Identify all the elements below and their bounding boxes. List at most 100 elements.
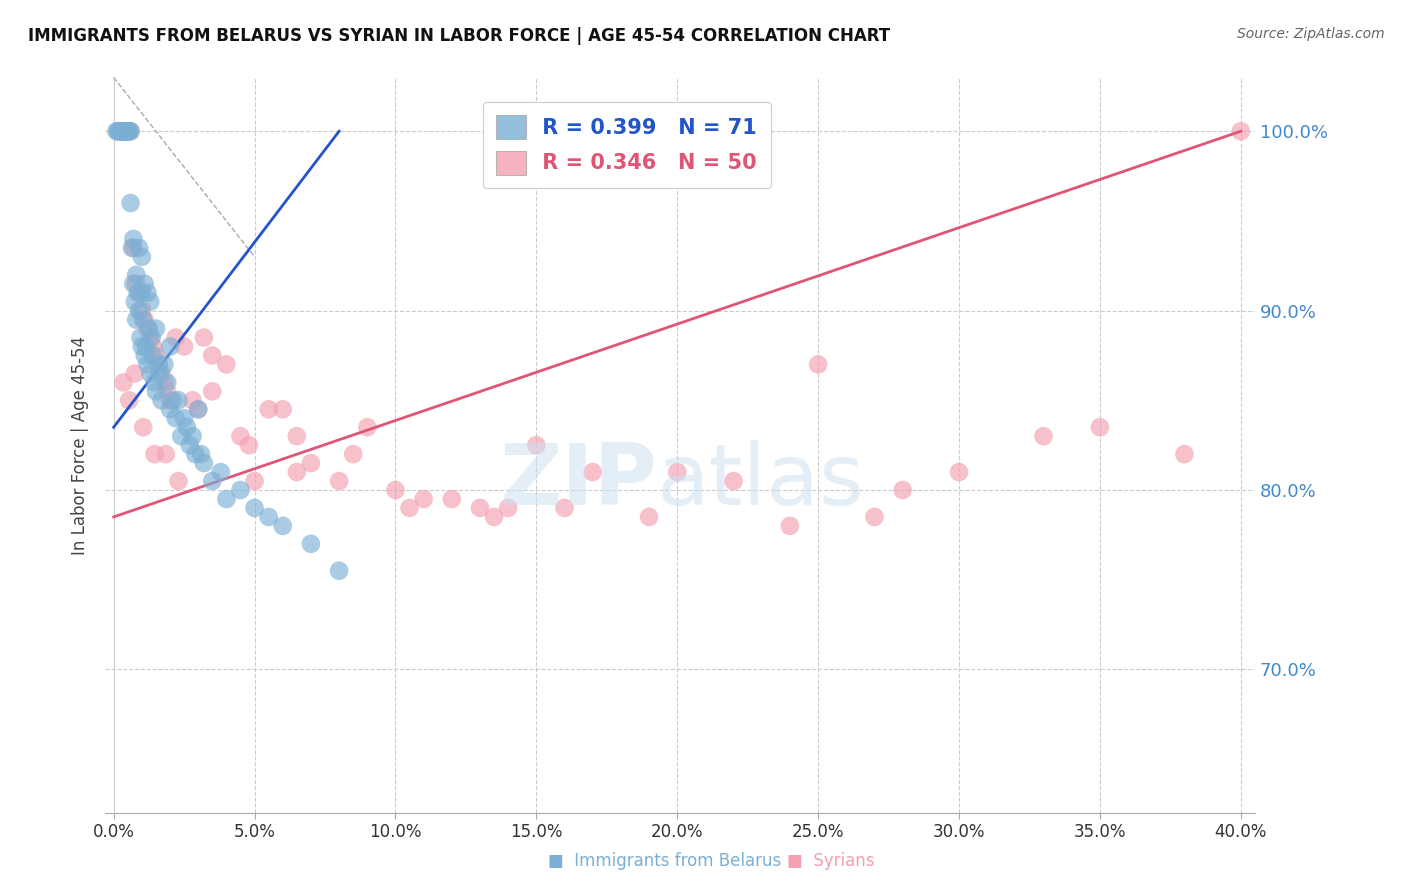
Text: IMMIGRANTS FROM BELARUS VS SYRIAN IN LABOR FORCE | AGE 45-54 CORRELATION CHART: IMMIGRANTS FROM BELARUS VS SYRIAN IN LAB… — [28, 27, 890, 45]
Immigrants from Belarus — [299, 537, 322, 551]
Immigrants from Belarus — [128, 303, 150, 318]
Immigrants from Belarus — [167, 393, 190, 408]
Syrians — [356, 420, 378, 434]
Immigrants from Belarus — [111, 124, 134, 138]
Immigrants from Belarus — [131, 250, 153, 264]
Immigrants from Belarus — [148, 358, 170, 372]
Immigrants from Belarus — [201, 474, 224, 488]
Immigrants from Belarus — [181, 429, 204, 443]
Syrians — [948, 465, 970, 479]
Syrians — [807, 358, 830, 372]
Syrians — [150, 367, 173, 381]
Immigrants from Belarus — [215, 491, 238, 506]
Syrians — [108, 124, 131, 138]
Syrians — [496, 500, 519, 515]
Immigrants from Belarus — [127, 285, 149, 300]
Syrians — [118, 393, 141, 408]
Syrians — [111, 124, 134, 138]
Immigrants from Belarus — [121, 241, 143, 255]
Immigrants from Belarus — [129, 330, 152, 344]
Syrians — [285, 465, 308, 479]
Immigrants from Belarus — [162, 393, 184, 408]
Syrians — [155, 447, 177, 461]
Immigrants from Belarus — [165, 411, 187, 425]
Syrians — [136, 321, 159, 335]
Text: atlas: atlas — [657, 441, 865, 524]
Syrians — [863, 510, 886, 524]
Immigrants from Belarus — [170, 429, 193, 443]
Immigrants from Belarus — [179, 438, 201, 452]
Syrians — [128, 285, 150, 300]
Immigrants from Belarus — [141, 330, 163, 344]
Syrians — [112, 376, 135, 390]
Immigrants from Belarus — [149, 367, 172, 381]
Text: Source: ZipAtlas.com: Source: ZipAtlas.com — [1237, 27, 1385, 41]
Syrians — [482, 510, 505, 524]
Syrians — [666, 465, 689, 479]
Immigrants from Belarus — [110, 124, 132, 138]
Syrians — [524, 438, 547, 452]
Immigrants from Belarus — [328, 564, 350, 578]
Immigrants from Belarus — [176, 420, 198, 434]
Syrians — [145, 349, 167, 363]
Syrians — [173, 339, 195, 353]
Immigrants from Belarus — [229, 483, 252, 497]
Syrians — [1032, 429, 1054, 443]
Syrians — [131, 303, 153, 318]
Syrians — [134, 312, 156, 326]
Text: ZIP: ZIP — [499, 441, 657, 524]
Syrians — [142, 339, 165, 353]
Legend:  R = 0.399   N = 71,  R = 0.346   N = 50: R = 0.399 N = 71, R = 0.346 N = 50 — [482, 102, 770, 188]
Syrians — [124, 367, 146, 381]
Immigrants from Belarus — [115, 124, 138, 138]
Syrians — [159, 393, 181, 408]
Immigrants from Belarus — [105, 124, 128, 138]
Immigrants from Belarus — [142, 349, 165, 363]
Syrians — [342, 447, 364, 461]
Immigrants from Belarus — [118, 124, 141, 138]
Syrians — [891, 483, 914, 497]
Immigrants from Belarus — [184, 447, 207, 461]
Immigrants from Belarus — [124, 294, 146, 309]
Syrians — [120, 124, 142, 138]
Immigrants from Belarus — [114, 124, 136, 138]
Syrians — [117, 124, 139, 138]
Syrians — [257, 402, 280, 417]
Syrians — [328, 474, 350, 488]
Immigrants from Belarus — [187, 402, 209, 417]
Immigrants from Belarus — [159, 402, 181, 417]
Syrians — [125, 277, 148, 291]
Syrians — [148, 358, 170, 372]
Immigrants from Belarus — [132, 312, 155, 326]
Immigrants from Belarus — [111, 124, 134, 138]
Syrians — [1173, 447, 1195, 461]
Immigrants from Belarus — [138, 321, 160, 335]
Immigrants from Belarus — [145, 384, 167, 399]
Immigrants from Belarus — [209, 465, 232, 479]
Immigrants from Belarus — [134, 277, 156, 291]
Immigrants from Belarus — [271, 519, 294, 533]
Syrians — [299, 456, 322, 470]
Immigrants from Belarus — [173, 411, 195, 425]
Immigrants from Belarus — [257, 510, 280, 524]
Syrians — [215, 358, 238, 372]
Immigrants from Belarus — [153, 358, 176, 372]
Syrians — [143, 447, 166, 461]
Immigrants from Belarus — [131, 285, 153, 300]
Syrians — [114, 124, 136, 138]
Syrians — [243, 474, 266, 488]
Immigrants from Belarus — [125, 268, 148, 282]
Syrians — [582, 465, 605, 479]
Syrians — [132, 420, 155, 434]
Syrians — [1088, 420, 1111, 434]
Y-axis label: In Labor Force | Age 45-54: In Labor Force | Age 45-54 — [72, 335, 89, 555]
Syrians — [153, 376, 176, 390]
Immigrants from Belarus — [107, 124, 129, 138]
Immigrants from Belarus — [145, 321, 167, 335]
Immigrants from Belarus — [122, 277, 145, 291]
Syrians — [285, 429, 308, 443]
Syrians — [156, 384, 179, 399]
Immigrants from Belarus — [159, 339, 181, 353]
Syrians — [384, 483, 406, 497]
Immigrants from Belarus — [143, 376, 166, 390]
